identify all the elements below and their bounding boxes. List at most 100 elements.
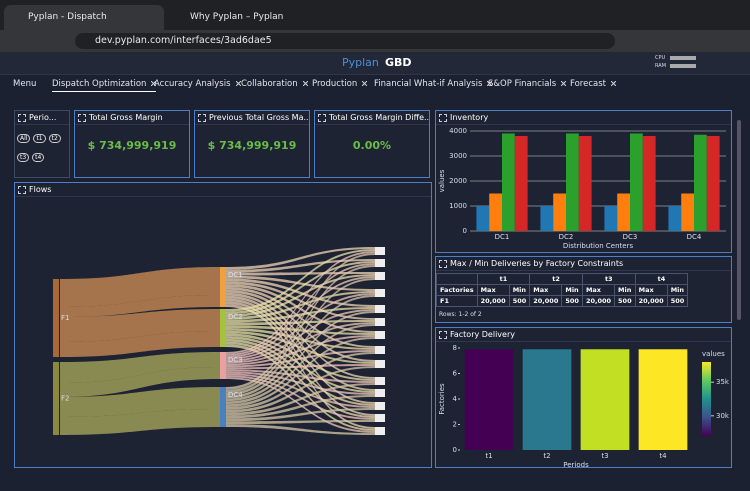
- bar: [465, 349, 514, 450]
- column-header: Min: [562, 285, 583, 296]
- nav-tab[interactable]: Accuracy Analysis: [154, 79, 241, 89]
- header-row: FactoriesMaxMinMaxMinMaxMinMaxMin: [437, 285, 688, 296]
- y-tick-label: 6: [453, 370, 458, 378]
- nav-label: Dispatch Optimization: [52, 79, 146, 89]
- period-chip[interactable]: All: [17, 134, 30, 143]
- bar: [540, 206, 553, 231]
- table-cell: 20,000: [477, 296, 509, 307]
- chart: 02468t1t2t3t4PeriodsFactoriesvalues35k30…: [436, 342, 731, 468]
- period-chip[interactable]: t3: [17, 153, 29, 162]
- nav-label: Financial What-if Analysis: [374, 79, 482, 89]
- customer-node: [375, 402, 385, 410]
- y-tick-label: 0: [463, 227, 467, 235]
- flow-link: [226, 272, 375, 276]
- table-cell: 20,000: [530, 296, 562, 307]
- y-tick-label: 3000: [449, 152, 467, 160]
- bar: [639, 349, 688, 450]
- nav-tab[interactable]: S&OP Financials: [488, 79, 566, 89]
- period-chip[interactable]: t1: [33, 134, 45, 143]
- card-title: Flows: [15, 183, 431, 197]
- center-label: DC1: [228, 271, 243, 279]
- y-tick-label: 2: [453, 421, 457, 429]
- nav-label: Accuracy Analysis: [154, 79, 231, 89]
- close-icon[interactable]: [362, 81, 367, 86]
- nav-label: Forecast: [570, 79, 606, 89]
- table-cell: F1: [437, 296, 478, 307]
- browser-tab[interactable]: Why Pyplan – Pyplan: [166, 5, 326, 30]
- nav-label: Production: [312, 79, 357, 89]
- nav-tab[interactable]: Financial What-if Analysis: [374, 79, 492, 89]
- table-cell: 500: [562, 296, 583, 307]
- nav-tab[interactable]: Menu: [13, 79, 36, 89]
- period-chip[interactable]: t4: [32, 153, 44, 162]
- kpi-value: 0.00%: [315, 139, 429, 152]
- logo[interactable]: Pyplan: [342, 56, 379, 69]
- bar: [581, 349, 630, 450]
- kpi-card: Total Gross Margin$ 734,999,919: [74, 110, 190, 178]
- source-node: [53, 279, 59, 357]
- card-title: Inventory: [436, 111, 731, 125]
- card-title: Total Gross Margin Diffe...: [315, 111, 429, 125]
- ram-label: RAM: [655, 63, 666, 69]
- deliveries-card: Max / Min Deliveries by Factory Constrai…: [435, 256, 732, 323]
- source-label: F2: [61, 395, 69, 403]
- close-icon[interactable]: [561, 81, 566, 86]
- x-tick-label: t3: [601, 452, 608, 460]
- header-row: t1t2t3t4: [437, 274, 688, 285]
- nav-tab[interactable]: Production: [312, 79, 367, 89]
- column-header: Min: [509, 285, 530, 296]
- y-tick-label: 1000: [449, 202, 467, 210]
- customer-node: [375, 377, 385, 385]
- column-header: Max: [635, 285, 667, 296]
- scrollbar[interactable]: [737, 120, 741, 320]
- close-icon[interactable]: [303, 81, 308, 86]
- bar: [553, 194, 566, 232]
- close-icon[interactable]: [236, 81, 241, 86]
- table-row: F120,00050020,00050020,00050020,000500: [437, 296, 688, 307]
- nav-label: Menu: [13, 79, 36, 89]
- y-tick-label: 2000: [449, 177, 467, 185]
- center-label: DC4: [228, 391, 243, 399]
- factory-delivery-card: Factory Delivery02468t1t2t3t4PeriodsFact…: [435, 327, 732, 468]
- period-chip[interactable]: t2: [49, 134, 61, 143]
- colorbar-title: values: [702, 350, 725, 358]
- period-header: t1: [477, 274, 530, 285]
- table-cell: 20,000: [582, 296, 614, 307]
- bar: [579, 136, 592, 231]
- bar: [681, 194, 694, 232]
- x-tick-label: DC2: [559, 233, 574, 241]
- nav-label: S&OP Financials: [488, 79, 556, 89]
- center-node: [220, 267, 226, 307]
- nav-tab[interactable]: Dispatch Optimization: [52, 79, 156, 92]
- url[interactable]: dev.pyplan.com/interfaces/3ad6dae5: [75, 33, 615, 49]
- kpi-card: Previous Total Gross Ma...$ 734,999,919: [194, 110, 310, 178]
- colorbar: [702, 362, 711, 436]
- close-icon[interactable]: [611, 81, 616, 86]
- table-cell: 500: [615, 296, 636, 307]
- nav-tab[interactable]: Collaboration: [241, 79, 308, 89]
- customer-node: [375, 247, 385, 255]
- x-tick-label: t1: [485, 452, 492, 460]
- customer-node: [375, 289, 385, 297]
- x-tick-label: DC4: [687, 233, 702, 241]
- cpu-meter: [670, 56, 696, 60]
- table-cell: 500: [667, 296, 688, 307]
- customer-node: [375, 331, 385, 339]
- center-node: [220, 309, 226, 347]
- x-tick-label: t4: [659, 452, 667, 460]
- kpi-value: $ 734,999,919: [195, 139, 309, 152]
- bar: [489, 194, 502, 232]
- kpi-value: $ 734,999,919: [75, 139, 189, 152]
- bar: [707, 136, 720, 231]
- nav-tab[interactable]: Forecast: [570, 79, 616, 89]
- y-tick-label: 4: [453, 395, 458, 403]
- inventory-card: Inventory01000200030004000DC1DC2DC3DC4Di…: [435, 110, 732, 253]
- workspace[interactable]: GBD: [385, 56, 412, 69]
- browser-tab[interactable]: Pyplan - Dispatch Optimization: [4, 5, 164, 30]
- table-cell: 500: [509, 296, 530, 307]
- data-table: t1t2t3t4FactoriesMaxMinMaxMinMaxMinMaxMi…: [436, 273, 688, 307]
- card-title: Perio...: [15, 111, 69, 125]
- y-axis-label: Factories: [438, 383, 446, 415]
- source-node: [53, 362, 59, 435]
